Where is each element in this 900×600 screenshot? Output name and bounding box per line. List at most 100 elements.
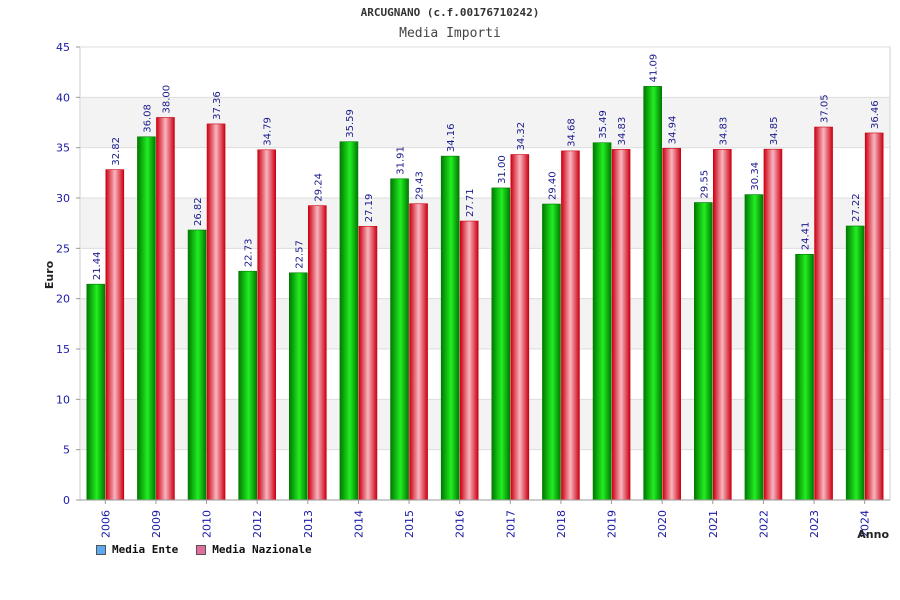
data-label-ente: 24.41 xyxy=(801,222,812,251)
x-tick-label: 2012 xyxy=(251,510,264,538)
x-tick-label: 2006 xyxy=(99,510,112,538)
bar-nazionale xyxy=(206,123,226,501)
y-tick-label: 20 xyxy=(56,293,70,306)
bar-ente xyxy=(187,229,207,501)
x-tick-label: 2013 xyxy=(302,510,315,538)
legend-swatch-ente xyxy=(96,544,106,555)
data-label-ente: 21.44 xyxy=(92,252,103,281)
bar-ente xyxy=(643,86,662,501)
y-tick-label: 35 xyxy=(56,142,70,155)
bar-ente xyxy=(86,283,106,501)
data-label-ente: 29.40 xyxy=(547,171,558,200)
y-tick-label: 0 xyxy=(63,494,70,507)
chart-subtitle: Media Importi xyxy=(399,26,501,41)
y-tick-label: 25 xyxy=(56,242,70,255)
data-label-nazionale: 27.71 xyxy=(465,188,476,217)
data-label-nazionale: 34.83 xyxy=(718,117,729,146)
data-label-ente: 35.49 xyxy=(598,110,609,139)
bar-nazionale xyxy=(156,117,175,501)
data-label-ente: 41.09 xyxy=(649,54,660,83)
legend-item-ente: Media Ente xyxy=(96,543,178,556)
y-axis-ticks: 0 5 10 15 20 25 30 35 40 45 xyxy=(56,41,890,507)
x-tick-label: 2024 xyxy=(859,510,872,538)
plot-band xyxy=(81,97,889,148)
data-label-nazionale: 37.05 xyxy=(820,94,831,123)
x-tick-label: 2019 xyxy=(606,510,619,538)
x-axis-ticks: 2006 2009 2010 2012 2013 2014 2015 2016 2017 2018… xyxy=(99,500,872,538)
data-label-nazionale: 29.43 xyxy=(415,171,426,200)
data-label-ente: 31.91 xyxy=(396,146,407,175)
y-tick-label: 30 xyxy=(56,192,70,205)
data-label-nazionale: 38.00 xyxy=(161,85,172,114)
data-label-ente: 31.00 xyxy=(497,155,508,184)
bar-ente xyxy=(744,194,764,501)
data-label-ente: 35.59 xyxy=(345,109,356,138)
bar-nazionale xyxy=(257,149,276,501)
bar-ente xyxy=(238,270,257,501)
legend-label-nazionale: Media Nazionale xyxy=(212,543,312,556)
data-label-ente: 30.34 xyxy=(750,162,761,191)
x-tick-label: 2022 xyxy=(757,510,770,538)
x-tick-label: 2018 xyxy=(555,510,568,538)
data-label-nazionale: 34.32 xyxy=(516,122,527,151)
bars-group: 21.44 32.82 36.08 38.00 26.82 37.36 22.73 34.79… xyxy=(86,54,884,501)
x-tick-label: 2015 xyxy=(403,510,416,538)
x-tick-label: 2017 xyxy=(504,510,517,538)
bar-nazionale xyxy=(814,126,833,501)
chart-title: ARCUGNANO (c.f.00176710242) xyxy=(361,6,540,19)
x-tick-label: 2016 xyxy=(454,510,467,538)
x-tick-label: 2014 xyxy=(352,510,365,538)
bar-ente xyxy=(289,272,308,501)
data-label-nazionale: 34.85 xyxy=(769,117,780,146)
bar-ente xyxy=(795,253,814,501)
bar-ente xyxy=(440,155,460,501)
data-label-ente: 29.55 xyxy=(699,170,710,199)
bar-nazionale xyxy=(510,154,530,501)
bar-nazionale xyxy=(105,169,125,501)
data-label-nazionale: 37.36 xyxy=(212,91,223,120)
bar-nazionale xyxy=(459,220,479,501)
x-tick-label: 2023 xyxy=(808,510,821,538)
bar-nazionale xyxy=(358,225,378,501)
legend-swatch-nazionale xyxy=(196,544,207,555)
bar-ente xyxy=(694,202,713,501)
data-label-nazionale: 34.94 xyxy=(668,116,679,145)
y-tick-label: 40 xyxy=(56,91,70,104)
data-label-ente: 22.73 xyxy=(244,239,255,268)
legend-item-nazionale: Media Nazionale xyxy=(196,543,312,556)
bar-ente xyxy=(491,187,511,501)
data-label-nazionale: 34.79 xyxy=(263,117,274,146)
data-label-nazionale: 29.24 xyxy=(313,173,324,202)
bar-nazionale xyxy=(611,149,631,501)
legend: Media Ente Media Nazionale xyxy=(96,543,312,556)
data-label-ente: 22.57 xyxy=(294,240,305,269)
data-label-nazionale: 34.68 xyxy=(566,118,577,147)
data-label-ente: 26.82 xyxy=(193,197,204,226)
data-label-ente: 27.22 xyxy=(851,193,862,222)
bar-ente xyxy=(845,225,865,501)
data-label-ente: 36.08 xyxy=(142,104,153,133)
bar-nazionale xyxy=(662,147,681,501)
bar-nazionale xyxy=(409,203,428,501)
bar-nazionale xyxy=(308,205,327,501)
bar-ente xyxy=(542,203,561,501)
x-axis-label: Anno xyxy=(857,528,889,541)
data-label-nazionale: 34.83 xyxy=(617,117,628,146)
x-tick-label: 2009 xyxy=(150,510,163,538)
x-tick-label: 2021 xyxy=(707,510,720,538)
y-tick-label: 5 xyxy=(63,444,70,457)
bar-nazionale xyxy=(864,132,884,501)
data-label-nazionale: 36.46 xyxy=(870,100,881,129)
bar-ente xyxy=(390,178,409,501)
y-axis-label: Euro xyxy=(43,260,56,289)
data-label-ente: 34.16 xyxy=(446,123,457,152)
bar-nazionale xyxy=(561,150,580,501)
x-tick-label: 2020 xyxy=(656,510,669,538)
y-tick-label: 15 xyxy=(56,343,70,356)
data-label-nazionale: 32.82 xyxy=(111,137,122,166)
bar-nazionale xyxy=(763,148,783,501)
legend-label-ente: Media Ente xyxy=(112,543,179,556)
bar-ente xyxy=(137,136,156,501)
x-tick-label: 2010 xyxy=(201,510,214,538)
